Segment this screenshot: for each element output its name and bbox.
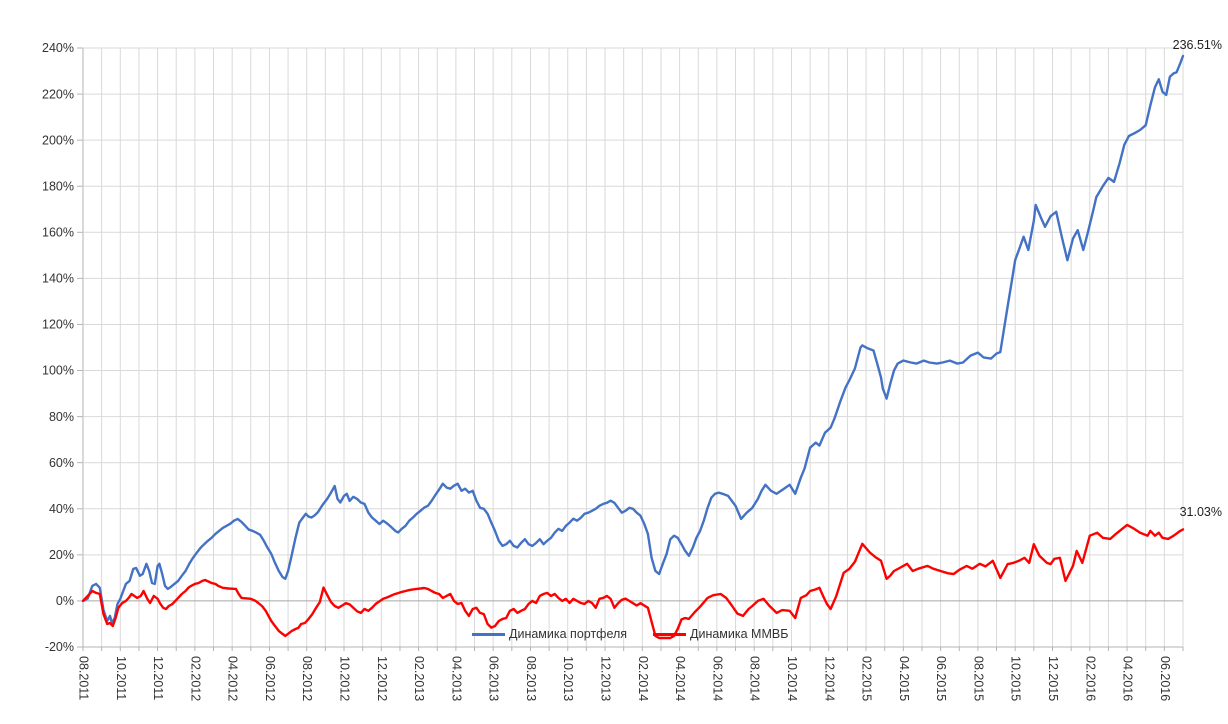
x-axis-label: 06.2012 (263, 656, 277, 701)
x-axis-label: 02.2013 (412, 656, 426, 701)
x-axis-label: 12.2015 (1046, 656, 1060, 701)
y-axis-label: 80% (49, 410, 74, 424)
x-axis-label: 02.2015 (860, 656, 874, 701)
series-line-portfolio (81, 54, 1185, 625)
y-axis-label: 20% (49, 548, 74, 562)
x-axis-label: 12.2013 (599, 656, 613, 701)
legend-label-portfolio: Динамика портфеля (509, 627, 628, 641)
x-axis-label: 04.2012 (226, 656, 240, 701)
x-axis-label: 10.2013 (561, 656, 575, 701)
y-axis-label: 240% (42, 41, 74, 55)
y-axis-label: 140% (42, 272, 74, 286)
legend-label-mmvb: Динамика ММВБ (690, 627, 789, 641)
y-axis-label: 40% (49, 502, 74, 516)
y-axis-label: 120% (42, 318, 74, 332)
y-axis-label: 60% (49, 456, 74, 470)
y-axis-label: -20% (45, 640, 74, 654)
x-axis-label: 02.2016 (1083, 656, 1097, 701)
x-axis-label: 10.2011 (114, 656, 128, 700)
legend-item-portfolio: Динамика портфеля (472, 627, 627, 641)
x-axis-label: 08.2015 (971, 656, 985, 701)
x-axis-label: 04.2013 (449, 656, 463, 701)
y-axis-label: 0% (56, 594, 74, 608)
x-axis-label: 12.2012 (375, 656, 389, 701)
x-axis-label: 04.2014 (673, 656, 687, 701)
x-axis-label: 04.2015 (897, 656, 911, 701)
y-axis-label: 200% (42, 133, 74, 147)
x-axis-label: 10.2014 (785, 656, 799, 701)
y-axis-label: 220% (42, 87, 74, 101)
y-axis-label: 160% (42, 226, 74, 240)
portfolio-line-swatch (472, 632, 505, 636)
x-axis-label: 08.2012 (300, 656, 314, 701)
x-axis-label: 08.2011 (77, 656, 91, 700)
x-axis-label: 06.2014 (710, 656, 724, 701)
x-axis-label: 06.2013 (487, 656, 501, 701)
y-axis-label: 100% (42, 364, 74, 378)
x-axis-label: 02.2014 (636, 656, 650, 701)
mmvb-line-swatch (653, 632, 686, 636)
x-axis-label: 06.2015 (934, 656, 948, 701)
x-axis-label: 08.2014 (748, 656, 762, 701)
y-axis-label: 180% (42, 179, 74, 193)
legend-item-mmvb: Динамика ММВБ (653, 627, 788, 641)
x-axis-label: 04.2016 (1121, 656, 1135, 701)
x-axis-label: 10.2015 (1009, 656, 1023, 701)
x-axis-label: 06.2016 (1158, 656, 1172, 701)
x-axis-label: 08.2013 (524, 656, 538, 701)
x-axis-label: 02.2012 (188, 656, 202, 701)
x-axis-label: 12.2011 (151, 656, 165, 700)
x-axis-label: 12.2014 (822, 656, 836, 701)
x-axis-label: 10.2012 (338, 656, 352, 701)
portfolio-end-value-label: 236.51% (1172, 38, 1222, 52)
series-line-mmvb (81, 523, 1185, 640)
mmvb-end-value-label: 31.03% (1179, 505, 1222, 519)
